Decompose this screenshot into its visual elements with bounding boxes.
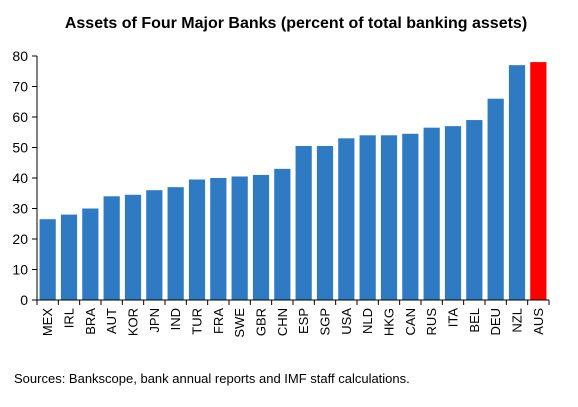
x-tick-label: IRL [62,308,77,328]
x-tick-label: MEX [40,308,55,337]
bar-swe [231,176,248,300]
x-tick-label: CHN [275,308,290,336]
x-tick-label: BEL [467,308,482,333]
bar-ind [167,187,184,300]
bar-fra [210,178,227,300]
bars [39,62,547,301]
bar-ita [444,126,462,301]
source-note: Sources: Bankscope, bank annual reports … [14,371,410,386]
y-tick-label: 70 [12,79,28,95]
bar-aut [103,196,120,300]
x-tick-label: ESP [296,308,311,334]
x-tick-label: HKG [382,308,397,336]
bar-chn [274,168,291,300]
y-tick-label: 80 [12,48,28,64]
bar-aus [530,62,547,300]
bar-usa [338,138,355,300]
y-tick-label: 60 [12,109,28,125]
bar-tur [188,179,206,300]
x-tick-label: NLD [360,308,375,334]
bar-gbr [252,174,270,300]
y-tick-label: 20 [12,231,28,247]
bar-esp [295,145,312,300]
bar-mex [39,219,56,300]
y-axis: 0 10 20 30 40 50 60 70 80 [12,48,38,308]
x-tick-label: JPN [147,308,162,333]
x-tick-label: SWE [232,308,247,338]
bar-bra [82,208,99,300]
bar-kor [124,194,142,300]
bar-hkg [380,135,398,300]
bar-deu [487,98,504,300]
x-tick-label: ITA [446,308,461,328]
bar-nld [359,135,376,300]
y-tick-label: 30 [12,201,28,217]
bar-bel [466,120,483,300]
bar-jpn [146,190,163,300]
x-tick-label: IND [168,308,183,330]
x-tick-label: KOR [126,308,141,336]
x-tick-label: NZL [510,308,525,333]
bar-can [402,133,419,300]
bar-nzl [508,65,526,301]
bar-rus [423,127,440,300]
x-tick-label: RUS [424,308,439,336]
x-tick-label: BRA [83,308,98,335]
bar-irl [60,214,78,300]
x-tick-label: DEU [488,308,503,335]
x-tick-label: USA [339,308,354,335]
chart-title: Assets of Four Major Banks (percent of t… [65,15,527,32]
x-tick-label: SGP [318,308,333,335]
x-tick-label: FRA [211,308,226,334]
y-tick-label: 10 [12,262,28,278]
y-tick-label: 50 [12,140,28,156]
x-tick-label: CAN [403,308,418,335]
y-tick-label: 0 [20,292,28,308]
x-tick-label: TUR [190,308,205,335]
bar-sgp [316,145,334,300]
x-tick-label: AUS [531,308,546,335]
x-axis: MEX IRL BRA AUT KOR JPN IND TUR FRA SWE GBR CHN ESP S… [36,299,550,338]
x-tick-label: GBR [254,308,269,336]
y-tick-label: 40 [12,170,28,186]
x-tick-label: AUT [104,308,119,334]
